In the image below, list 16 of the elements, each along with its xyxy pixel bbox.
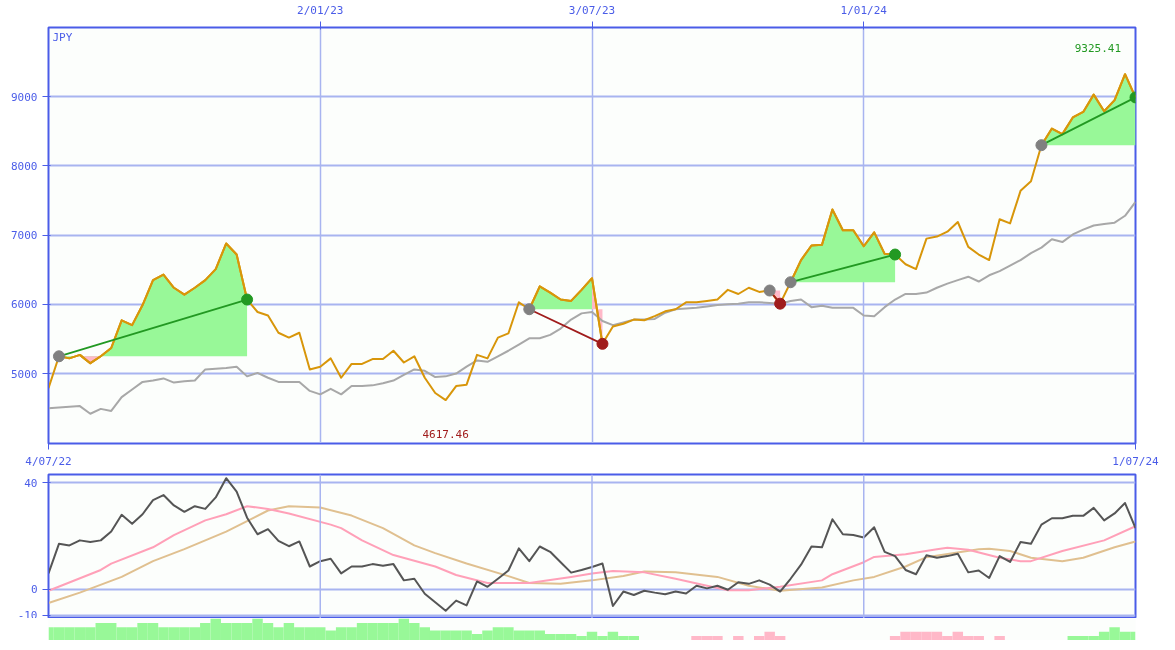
annotation: 4617.46 [422,428,469,442]
y-tick-label: 6000 [11,298,38,312]
x2-tick-label: 2/01/23 [297,3,344,17]
y-axis-title: JPY [52,30,73,44]
x-tick-label: 4/07/22 [25,454,72,468]
annotation: 9325.41 [1074,42,1122,56]
x2-tick-label: 1/01/24 [840,3,888,17]
y-tick-label: 7000 [11,229,38,243]
y-tick-label: -10 [17,608,38,622]
y-tick-label: 8000 [11,159,38,173]
y-tick-label: 5000 [11,367,38,381]
x2-tick-label: 3/07/23 [568,3,616,17]
y-tick-label: 9000 [11,90,38,104]
y-tick-label: 0 [30,583,38,597]
x-tick-label: 1/07/24 [1112,454,1160,468]
y-tick-label: 40 [24,476,38,490]
